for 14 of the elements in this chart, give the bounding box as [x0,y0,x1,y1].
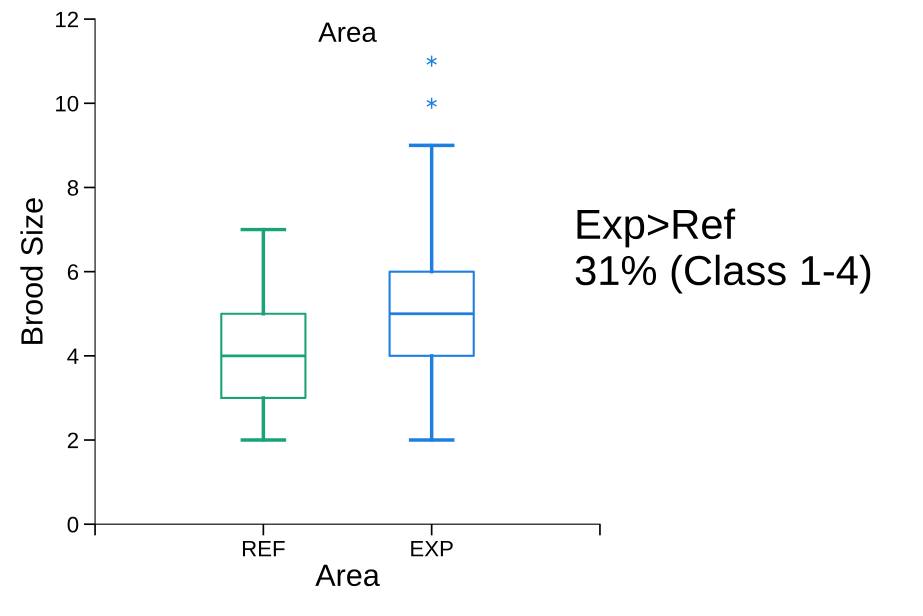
y-tick-label: 2 [68,432,78,448]
y-axis-title: Brood Size [20,198,43,344]
y-tick-label: 0 [68,516,78,532]
x-axis-title: Area [315,564,380,586]
annotation: 31% (Class 1-4) [576,254,870,294]
y-tick-label: 4 [67,348,78,364]
y-tick-label: 12 [56,12,78,28]
y-tick-label: 6 [68,264,78,280]
x-tick-label: EXP [411,541,453,556]
chart-title: Area [318,22,377,42]
y-tick-label: 10 [56,96,78,112]
annotation: Exp>Ref [578,208,736,248]
y-tick-label: 8 [68,180,78,196]
x-tick-label: REF [242,541,285,556]
